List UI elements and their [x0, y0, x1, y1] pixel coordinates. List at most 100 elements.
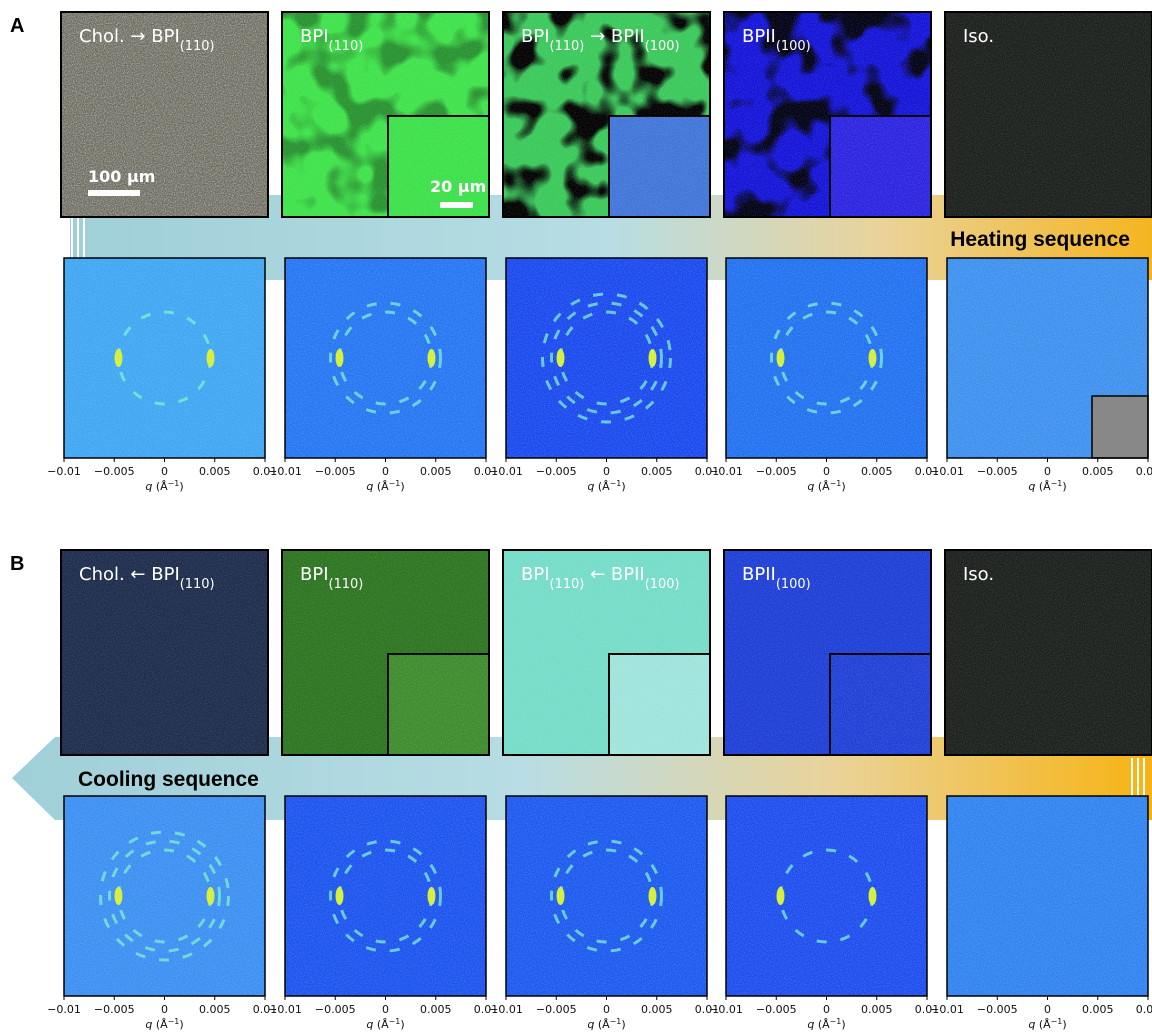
superscript: −1 [389, 1017, 401, 1026]
tick-label: 0.005 [420, 465, 452, 478]
tick-label: −0.005 [536, 1003, 577, 1016]
figure: AHeating sequenceChol. → BPI(110)100 μm−… [0, 0, 1152, 1036]
tick-label: −0.005 [536, 465, 577, 478]
subscript: (100) [776, 577, 811, 592]
tick-label: 0 [161, 1003, 168, 1016]
text: (Å [594, 480, 610, 493]
bragg-peak [649, 349, 657, 367]
tick-label: 0 [1044, 465, 1051, 478]
text: Chol. ← BPI [79, 564, 180, 585]
text: (Å [152, 1018, 168, 1031]
saxs-noise [285, 258, 486, 458]
axis-label: q (Å−1) [1028, 479, 1066, 494]
caption: Iso. [963, 26, 994, 47]
subscript: (110) [180, 577, 215, 592]
subscript: (100) [776, 39, 811, 54]
italic: q [1028, 480, 1035, 493]
bragg-peak [336, 349, 344, 367]
bragg-peak [428, 887, 436, 905]
tick-label: 0 [603, 1003, 610, 1016]
inset-grain [388, 654, 489, 755]
sequence-label: Heating sequence [950, 228, 1130, 251]
tick-label: 0.005 [1082, 1003, 1114, 1016]
text: (Å [373, 480, 389, 493]
bragg-peak [336, 887, 344, 905]
inset-grain [830, 654, 931, 755]
italic: q [366, 1018, 373, 1031]
tick-label: 0.005 [861, 1003, 893, 1016]
text: ) [841, 480, 845, 493]
inset-grain [830, 116, 931, 217]
text: (Å [373, 1018, 389, 1031]
saxs-noise [506, 258, 707, 458]
superscript: −1 [389, 479, 401, 488]
tick-label: −0.01 [268, 1003, 302, 1016]
italic: q [587, 1018, 594, 1031]
scale-bar [440, 202, 473, 208]
text: ) [1062, 1018, 1066, 1031]
italic: q [366, 480, 373, 493]
scale-bar-label: 100 μm [88, 167, 155, 186]
tick-label: 0.005 [199, 465, 231, 478]
axis-label: q (Å−1) [366, 1017, 404, 1032]
tick-label: −0.01 [709, 465, 743, 478]
tick-label: −0.01 [47, 1003, 81, 1016]
tick-label: −0.01 [489, 465, 523, 478]
text: ) [179, 480, 183, 493]
bragg-peak [649, 887, 657, 905]
tick-label: 0.005 [641, 465, 673, 478]
tick-label: −0.005 [756, 465, 797, 478]
text: ) [179, 1018, 183, 1031]
saxs-noise [726, 796, 927, 996]
tick-label: 0.01 [1136, 465, 1152, 478]
subscript: (110) [329, 577, 364, 592]
saxs-noise [947, 796, 1148, 996]
saxs-noise [726, 258, 927, 458]
text: ← BPII [584, 564, 644, 585]
tick-label: −0.01 [930, 1003, 964, 1016]
superscript: −1 [168, 479, 180, 488]
axis-label: q (Å−1) [587, 479, 625, 494]
bragg-peak [777, 349, 785, 367]
tick-label: 0.01 [1136, 1003, 1152, 1016]
bragg-peak [777, 887, 785, 905]
axis-label: q (Å−1) [587, 1017, 625, 1032]
superscript: −1 [830, 479, 842, 488]
tick-label: −0.005 [94, 465, 135, 478]
saxs-noise [506, 796, 707, 996]
text: BPII [742, 26, 776, 47]
axis-label: q (Å−1) [145, 479, 183, 494]
superscript: −1 [610, 1017, 622, 1026]
axis-label: q (Å−1) [807, 479, 845, 494]
inset-grain [388, 116, 489, 217]
tick-label: −0.005 [756, 1003, 797, 1016]
text: (Å [1035, 1018, 1051, 1031]
superscript: −1 [1051, 1017, 1063, 1026]
subscript: (110) [329, 39, 364, 54]
tick-label: 0 [382, 1003, 389, 1016]
text: ) [400, 1018, 404, 1031]
bragg-peak [115, 349, 123, 367]
tick-label: −0.01 [489, 1003, 523, 1016]
text: ) [621, 480, 625, 493]
italic: q [145, 480, 152, 493]
superscript: −1 [830, 1017, 842, 1026]
bragg-peak [207, 887, 215, 905]
tick-label: 0.005 [861, 465, 893, 478]
panel-label: A [10, 15, 24, 37]
subscript: (100) [645, 39, 680, 54]
text: ) [1062, 480, 1066, 493]
tick-label: −0.005 [977, 1003, 1018, 1016]
tick-label: −0.005 [94, 1003, 135, 1016]
tick-label: 0 [603, 465, 610, 478]
text: (Å [152, 480, 168, 493]
superscript: −1 [168, 1017, 180, 1026]
axis-label: q (Å−1) [366, 479, 404, 494]
subscript: (110) [180, 39, 215, 54]
text: BPI [300, 564, 329, 585]
bragg-peak [428, 349, 436, 367]
tick-label: −0.01 [930, 465, 964, 478]
text: (Å [814, 1018, 830, 1031]
text: Iso. [963, 564, 994, 585]
tick-label: 0 [823, 1003, 830, 1016]
